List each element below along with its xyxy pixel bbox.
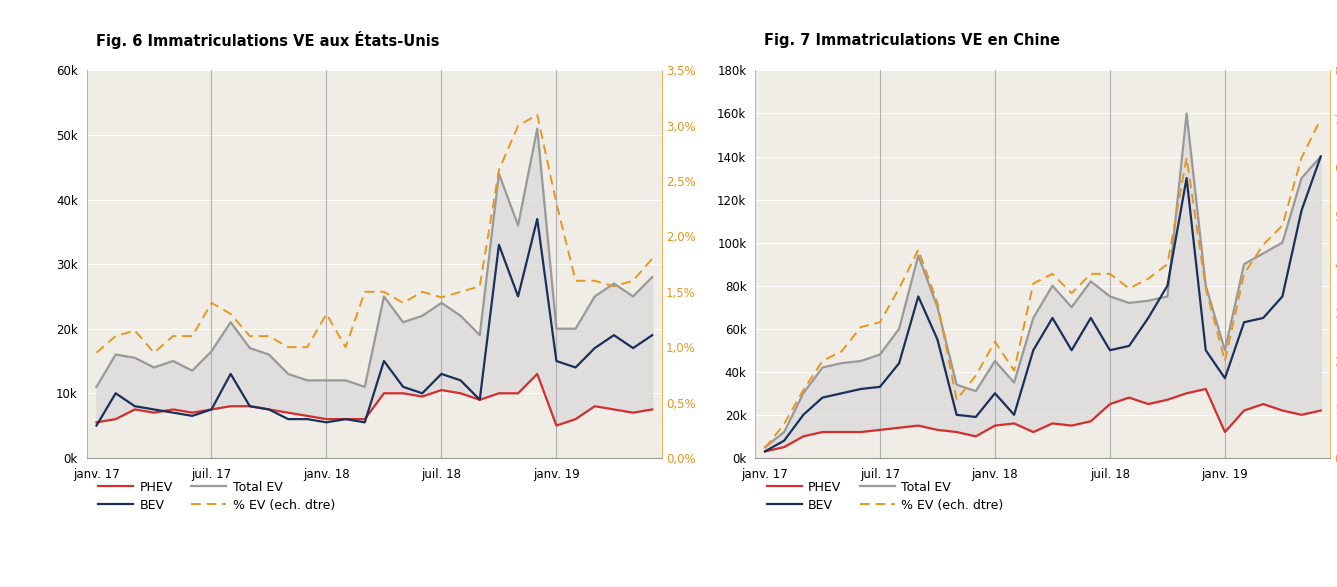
Legend: PHEV, BEV, Total EV, % EV (ech. dtre): PHEV, BEV, Total EV, % EV (ech. dtre) (94, 476, 340, 517)
Text: Fig. 6 Immatriculations VE aux États-Unis: Fig. 6 Immatriculations VE aux États-Uni… (95, 31, 439, 49)
Text: Fig. 7 Immatriculations VE en Chine: Fig. 7 Immatriculations VE en Chine (763, 32, 1060, 48)
Legend: PHEV, BEV, Total EV, % EV (ech. dtre): PHEV, BEV, Total EV, % EV (ech. dtre) (762, 476, 1008, 517)
